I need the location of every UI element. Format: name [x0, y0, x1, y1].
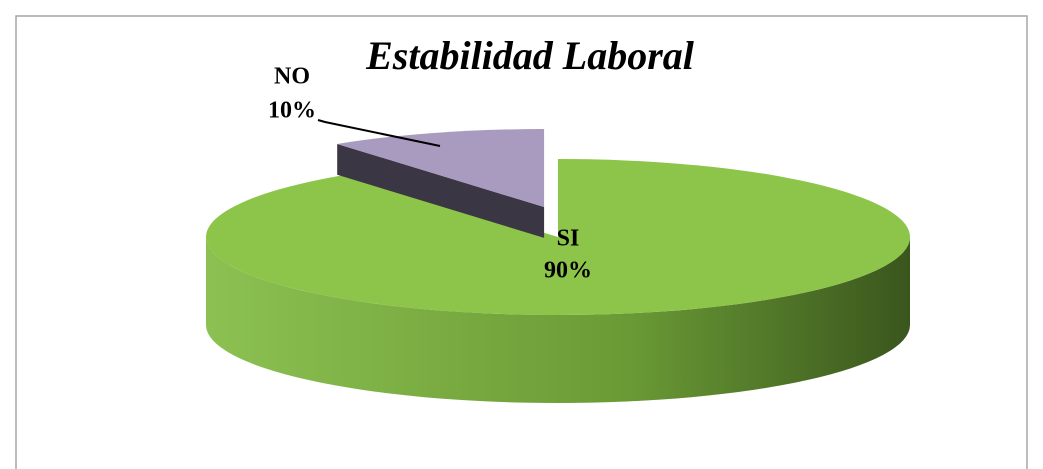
slice-label: NO — [274, 64, 310, 90]
pie-side — [206, 237, 910, 403]
slice-label: SI — [557, 226, 580, 252]
pie-cut-face — [337, 143, 545, 238]
leader-line — [317, 119, 441, 147]
chart-title: Estabilidad Laboral — [365, 33, 695, 78]
pie-slice — [337, 129, 545, 208]
pie-slice — [205, 159, 911, 316]
slice-value-label: 90% — [544, 258, 592, 284]
slice-value-label: 10% — [268, 98, 316, 124]
